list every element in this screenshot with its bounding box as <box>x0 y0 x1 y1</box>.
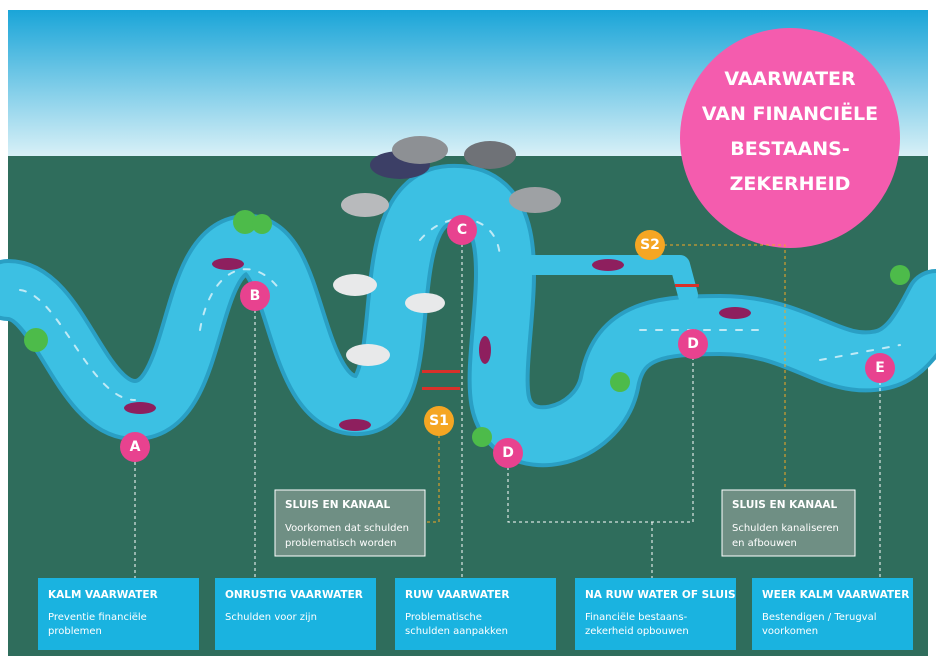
title-line: VAN FINANCIËLE <box>702 101 878 125</box>
marker-label: B <box>250 288 261 304</box>
note-text: Schulden kanaliseren <box>732 523 839 534</box>
info-text: Financiële bestaans- <box>585 612 688 623</box>
note-box: SLUIS EN KANAAL Schulden kanaliseren en … <box>722 490 855 556</box>
info-title: RUW VAARWATER <box>405 589 509 601</box>
info-text: Problematische <box>405 612 482 623</box>
title-line: BESTAANS- <box>730 138 850 160</box>
info-title: WEER KALM VAARWATER <box>762 589 909 601</box>
note-text: en afbouwen <box>732 538 797 549</box>
info-title: KALM VAARWATER <box>48 589 158 601</box>
marker-label: E <box>875 360 885 376</box>
info-title: ONRUSTIG VAARWATER <box>225 589 363 601</box>
marker-label: C <box>457 222 467 238</box>
marker-label: S1 <box>429 413 449 429</box>
title-badge: VAARWATER VAN FINANCIËLE BESTAANS- ZEKER… <box>680 28 900 248</box>
note-title: SLUIS EN KANAAL <box>732 499 837 511</box>
info-title: NA RUW WATER OF SLUIS <box>585 589 736 601</box>
note-title: SLUIS EN KANAAL <box>285 499 390 511</box>
marker-label: D <box>502 445 514 461</box>
marker-label: D <box>687 336 699 352</box>
marker-label: S2 <box>640 237 660 253</box>
note-text: problematisch worden <box>285 538 397 549</box>
marker-label: A <box>130 439 141 455</box>
info-boxes: KALM VAARWATER Preventie financiële proble… <box>38 578 913 650</box>
info-text: Schulden voor zijn <box>225 612 317 623</box>
info-text: Bestendigen / Terugval <box>762 612 877 623</box>
infographic: VAARWATER VAN FINANCIËLE BESTAANS- ZEKER… <box>0 0 936 667</box>
info-text: voorkomen <box>762 626 818 637</box>
info-text: schulden aanpakken <box>405 626 508 637</box>
note-text: Voorkomen dat schulden <box>285 523 409 534</box>
info-text: problemen <box>48 626 102 637</box>
title-line: VAARWATER <box>724 68 856 90</box>
info-text: Preventie financiële <box>48 612 147 623</box>
info-text: zekerheid opbouwen <box>585 626 689 637</box>
note-box: SLUIS EN KANAAL Voorkomen dat schulden p… <box>275 490 425 556</box>
title-line: ZEKERHEID <box>730 173 851 195</box>
